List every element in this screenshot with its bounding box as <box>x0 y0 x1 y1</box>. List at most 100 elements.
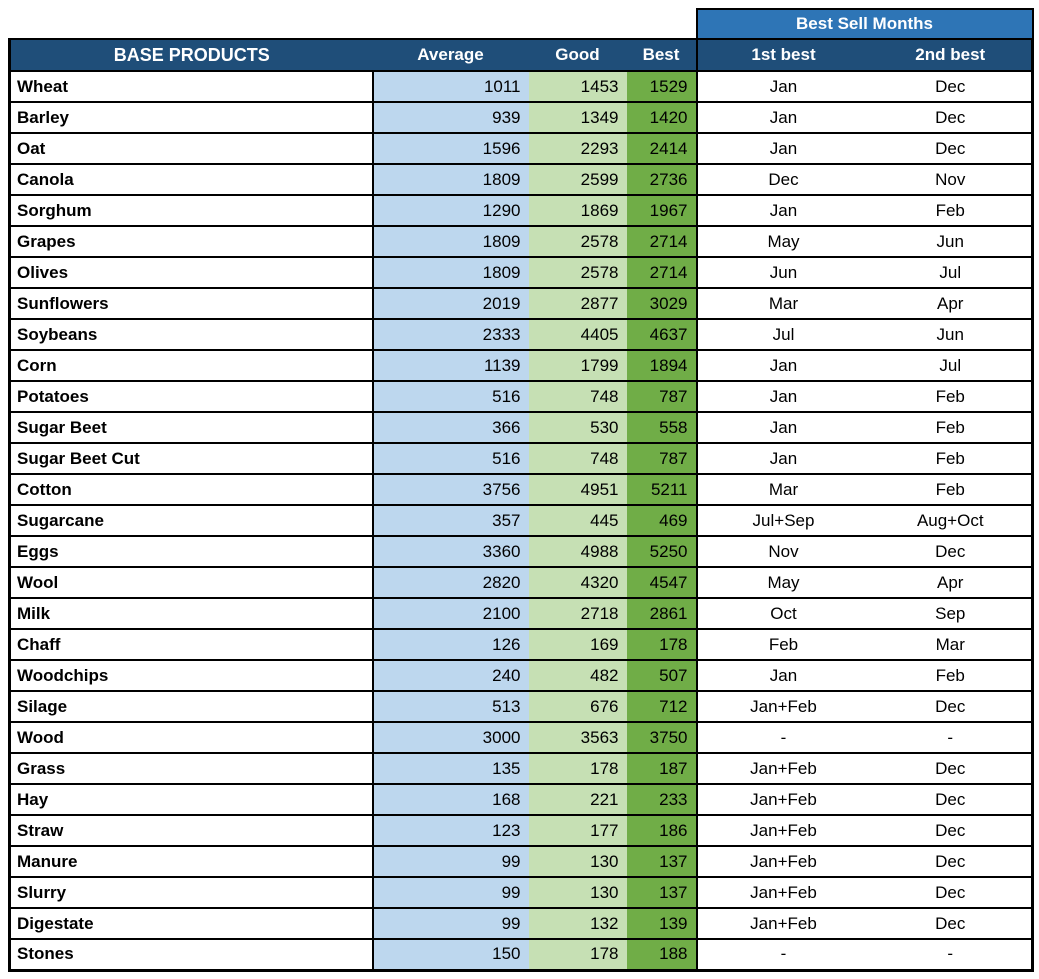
first-best-month-cell: Jan <box>696 102 870 134</box>
table-row: Potatoes 516 748 787 Jan Feb <box>8 381 1034 413</box>
first-best-month-cell: Jan+Feb <box>696 753 870 785</box>
good-price-cell: 169 <box>528 629 627 661</box>
average-price-cell: 99 <box>372 846 529 878</box>
good-price-cell: 4988 <box>528 536 627 568</box>
product-name-cell: Sunflowers <box>8 288 374 320</box>
first-best-month-cell: Jan <box>696 350 870 382</box>
first-best-month-cell: Nov <box>696 536 870 568</box>
product-name-cell: Potatoes <box>8 381 374 413</box>
best-price-cell: 2861 <box>626 598 698 630</box>
product-name-cell: Sugar Beet Cut <box>8 443 374 475</box>
table-row: Wool 2820 4320 4547 May Apr <box>8 567 1034 599</box>
good-price-cell: 177 <box>528 815 627 847</box>
second-best-month-cell: Sep <box>869 598 1034 630</box>
second-best-month-cell: Dec <box>869 536 1034 568</box>
product-name-cell: Olives <box>8 257 374 289</box>
product-name-cell: Grass <box>8 753 374 785</box>
good-price-cell: 2578 <box>528 226 627 258</box>
second-best-month-cell: Dec <box>869 846 1034 878</box>
first-best-month-cell: Jan+Feb <box>696 691 870 723</box>
good-price-cell: 178 <box>528 939 627 972</box>
good-price-cell: 2599 <box>528 164 627 196</box>
first-best-month-cell: Mar <box>696 288 870 320</box>
table-row: Canola 1809 2599 2736 Dec Nov <box>8 164 1034 196</box>
good-price-cell: 530 <box>528 412 627 444</box>
second-best-month-cell: Apr <box>869 288 1034 320</box>
first-best-month-cell: Jan+Feb <box>696 846 870 878</box>
best-price-cell: 558 <box>626 412 698 444</box>
second-best-month-cell: Feb <box>869 412 1034 444</box>
product-name-cell: Chaff <box>8 629 374 661</box>
best-price-cell: 137 <box>626 877 698 909</box>
table-row: Sugar Beet Cut 516 748 787 Jan Feb <box>8 443 1034 475</box>
average-price-cell: 2820 <box>372 567 529 599</box>
second-best-month-cell: Jul <box>869 350 1034 382</box>
second-best-month-cell: Dec <box>869 815 1034 847</box>
average-price-cell: 2333 <box>372 319 529 351</box>
column-header-products: BASE PRODUCTS <box>8 38 373 72</box>
average-price-cell: 1809 <box>372 257 529 289</box>
average-price-cell: 135 <box>372 753 529 785</box>
second-best-month-cell: Dec <box>869 133 1034 165</box>
best-price-cell: 5250 <box>626 536 698 568</box>
second-best-month-cell: Jun <box>869 319 1034 351</box>
average-price-cell: 150 <box>372 939 529 972</box>
best-price-cell: 178 <box>626 629 698 661</box>
first-best-month-cell: Jul <box>696 319 870 351</box>
first-best-month-cell: Jun <box>696 257 870 289</box>
good-price-cell: 1799 <box>528 350 627 382</box>
first-best-month-cell: Oct <box>696 598 870 630</box>
good-price-cell: 676 <box>528 691 627 723</box>
table-row: Sugar Beet 366 530 558 Jan Feb <box>8 412 1034 444</box>
product-name-cell: Woodchips <box>8 660 374 692</box>
table-row: Straw 123 177 186 Jan+Feb Dec <box>8 815 1034 847</box>
second-best-month-cell: Apr <box>869 567 1034 599</box>
first-best-month-cell: Jan+Feb <box>696 815 870 847</box>
column-header-second-best: 2nd best <box>869 38 1034 72</box>
average-price-cell: 1809 <box>372 164 529 196</box>
table-row: Grapes 1809 2578 2714 May Jun <box>8 226 1034 258</box>
best-sell-months-header: Best Sell Months <box>695 8 1034 40</box>
table-row: Chaff 126 169 178 Feb Mar <box>8 629 1034 661</box>
good-price-cell: 4320 <box>528 567 627 599</box>
second-best-month-cell: Dec <box>869 691 1034 723</box>
average-price-cell: 1809 <box>372 226 529 258</box>
best-price-cell: 188 <box>626 939 698 972</box>
average-price-cell: 1011 <box>372 71 529 103</box>
good-price-cell: 2877 <box>528 288 627 320</box>
empty-spacer <box>9 9 697 39</box>
product-name-cell: Wool <box>8 567 374 599</box>
good-price-cell: 1869 <box>528 195 627 227</box>
first-best-month-cell: Jan <box>696 71 870 103</box>
best-price-cell: 1529 <box>626 71 698 103</box>
average-price-cell: 126 <box>372 629 529 661</box>
table-row: Sugarcane 357 445 469 Jul+Sep Aug+Oct <box>8 505 1034 537</box>
product-name-cell: Wood <box>8 722 374 754</box>
product-name-cell: Canola <box>8 164 374 196</box>
best-price-cell: 4547 <box>626 567 698 599</box>
first-best-month-cell: - <box>696 722 870 754</box>
table-row: Sorghum 1290 1869 1967 Jan Feb <box>8 195 1034 227</box>
best-price-cell: 1420 <box>626 102 698 134</box>
column-header-best: Best <box>626 38 698 72</box>
best-price-cell: 712 <box>626 691 698 723</box>
table-row: Slurry 99 130 137 Jan+Feb Dec <box>8 877 1034 909</box>
best-price-cell: 2736 <box>626 164 698 196</box>
best-price-cell: 139 <box>626 908 698 940</box>
table-row: Grass 135 178 187 Jan+Feb Dec <box>8 753 1034 785</box>
product-name-cell: Stones <box>8 939 374 972</box>
good-price-cell: 4951 <box>528 474 627 506</box>
good-price-cell: 221 <box>528 784 627 816</box>
first-best-month-cell: Jan <box>696 381 870 413</box>
product-name-cell: Soybeans <box>8 319 374 351</box>
good-price-cell: 4405 <box>528 319 627 351</box>
product-name-cell: Silage <box>8 691 374 723</box>
product-name-cell: Straw <box>8 815 374 847</box>
second-best-month-cell: Feb <box>869 195 1034 227</box>
product-name-cell: Barley <box>8 102 374 134</box>
average-price-cell: 2019 <box>372 288 529 320</box>
second-best-month-cell: Dec <box>869 102 1034 134</box>
base-products-table: Best Sell Months BASE PRODUCTS Average G… <box>8 8 1034 972</box>
second-best-month-cell: - <box>869 939 1034 972</box>
column-header-average: Average <box>372 38 529 72</box>
